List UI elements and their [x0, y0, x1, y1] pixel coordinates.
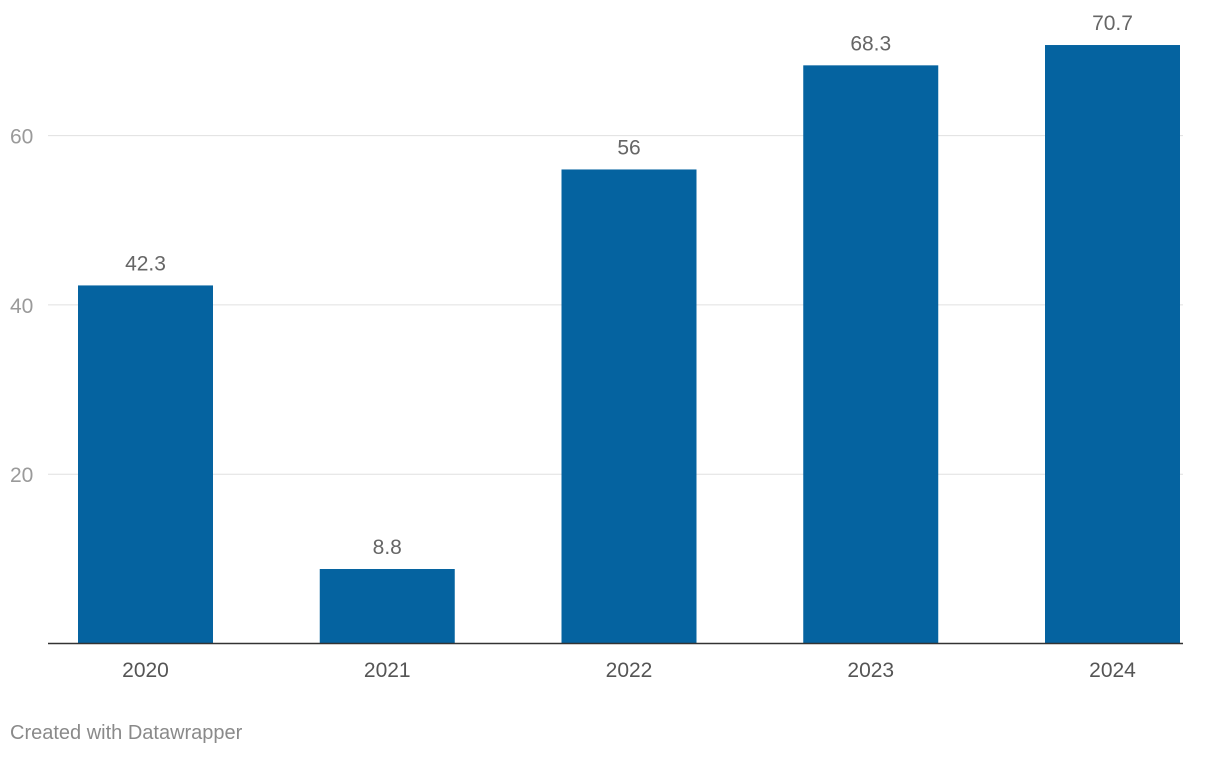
data-label-2021: 8.8	[373, 536, 402, 559]
bar-2020	[78, 285, 213, 644]
bar-2023	[803, 65, 939, 644]
data-label-2023: 68.3	[850, 32, 891, 55]
bars	[78, 45, 1180, 644]
x-axis-labels: 2020 2021 2022 2023 2024	[122, 659, 1136, 682]
x-tick-label-2020: 2020	[122, 659, 169, 682]
x-tick-label-2023: 2023	[847, 659, 894, 682]
x-tick-label-2022: 2022	[606, 659, 653, 682]
data-label-2022: 56	[617, 136, 640, 159]
x-tick-label-2024: 2024	[1089, 659, 1136, 682]
bar-2022	[561, 169, 697, 644]
data-labels: 42.3 8.8 56 68.3 70.7	[125, 12, 1133, 559]
bar-2024	[1045, 45, 1180, 644]
y-tick-label-60: 60	[10, 126, 33, 149]
x-tick-label-2021: 2021	[364, 659, 411, 682]
credit-text: Created with Datawrapper	[10, 722, 243, 744]
y-tick-label-20: 20	[10, 464, 33, 487]
y-axis-labels: 20 40 60	[10, 126, 33, 488]
y-tick-label-40: 40	[10, 295, 33, 318]
data-label-2024: 70.7	[1092, 12, 1133, 35]
data-label-2020: 42.3	[125, 252, 166, 275]
bar-2021	[319, 569, 455, 644]
